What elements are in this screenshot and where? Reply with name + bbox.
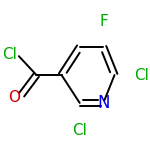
Text: F: F <box>99 15 108 30</box>
Text: Cl: Cl <box>134 68 149 82</box>
Text: Cl: Cl <box>2 47 17 62</box>
Text: N: N <box>97 94 110 112</box>
Text: O: O <box>8 90 20 105</box>
Text: Cl: Cl <box>72 123 87 138</box>
